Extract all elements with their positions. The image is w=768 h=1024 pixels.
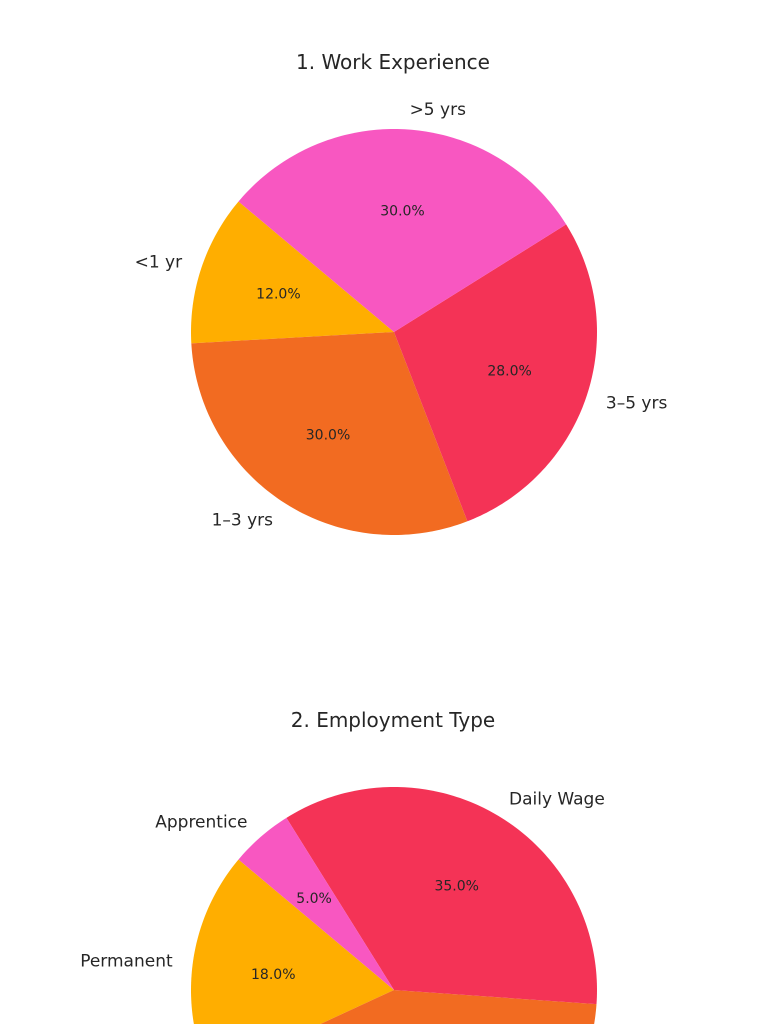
chart-title: 1. Work Experience <box>296 50 490 74</box>
slice-category-label: 1–3 yrs <box>212 511 274 531</box>
slice-category-label: >5 yrs <box>410 100 467 120</box>
slice-percent-label: 30.0% <box>306 427 350 443</box>
slice-percent-label: 18.0% <box>251 967 295 983</box>
slice-percent-label: 28.0% <box>487 363 531 379</box>
pie-slice <box>191 201 394 344</box>
slice-percent-label: 5.0% <box>296 891 332 907</box>
pie-slice <box>238 129 567 332</box>
pie-slice <box>394 224 597 522</box>
slice-percent-label: 30.0% <box>380 203 424 219</box>
work-experience-pie: 1. Work Experience 12.0% <1 yr 30.0% 1–3 yr… <box>135 50 668 535</box>
pie-slice <box>191 332 468 535</box>
slice-category-label: 3–5 yrs <box>606 393 668 413</box>
slice-category-label: Apprentice <box>155 812 247 832</box>
slice-category-label: Permanent <box>80 951 173 971</box>
pie-slice <box>320 990 597 1024</box>
pie-slice <box>238 817 394 990</box>
slice-category-label: <1 yr <box>135 253 183 273</box>
slice-percent-label: 35.0% <box>434 879 478 895</box>
slice-percent-label: 12.0% <box>256 287 300 303</box>
pie-slice <box>191 859 394 1024</box>
pie-slice <box>286 787 597 1005</box>
slice-category-label: Daily Wage <box>509 790 605 810</box>
chart-title: 2. Employment Type <box>291 708 495 732</box>
employment-type-pie: 2. Employment Type 18.0% Permanent 35.0% Da… <box>80 708 605 1024</box>
